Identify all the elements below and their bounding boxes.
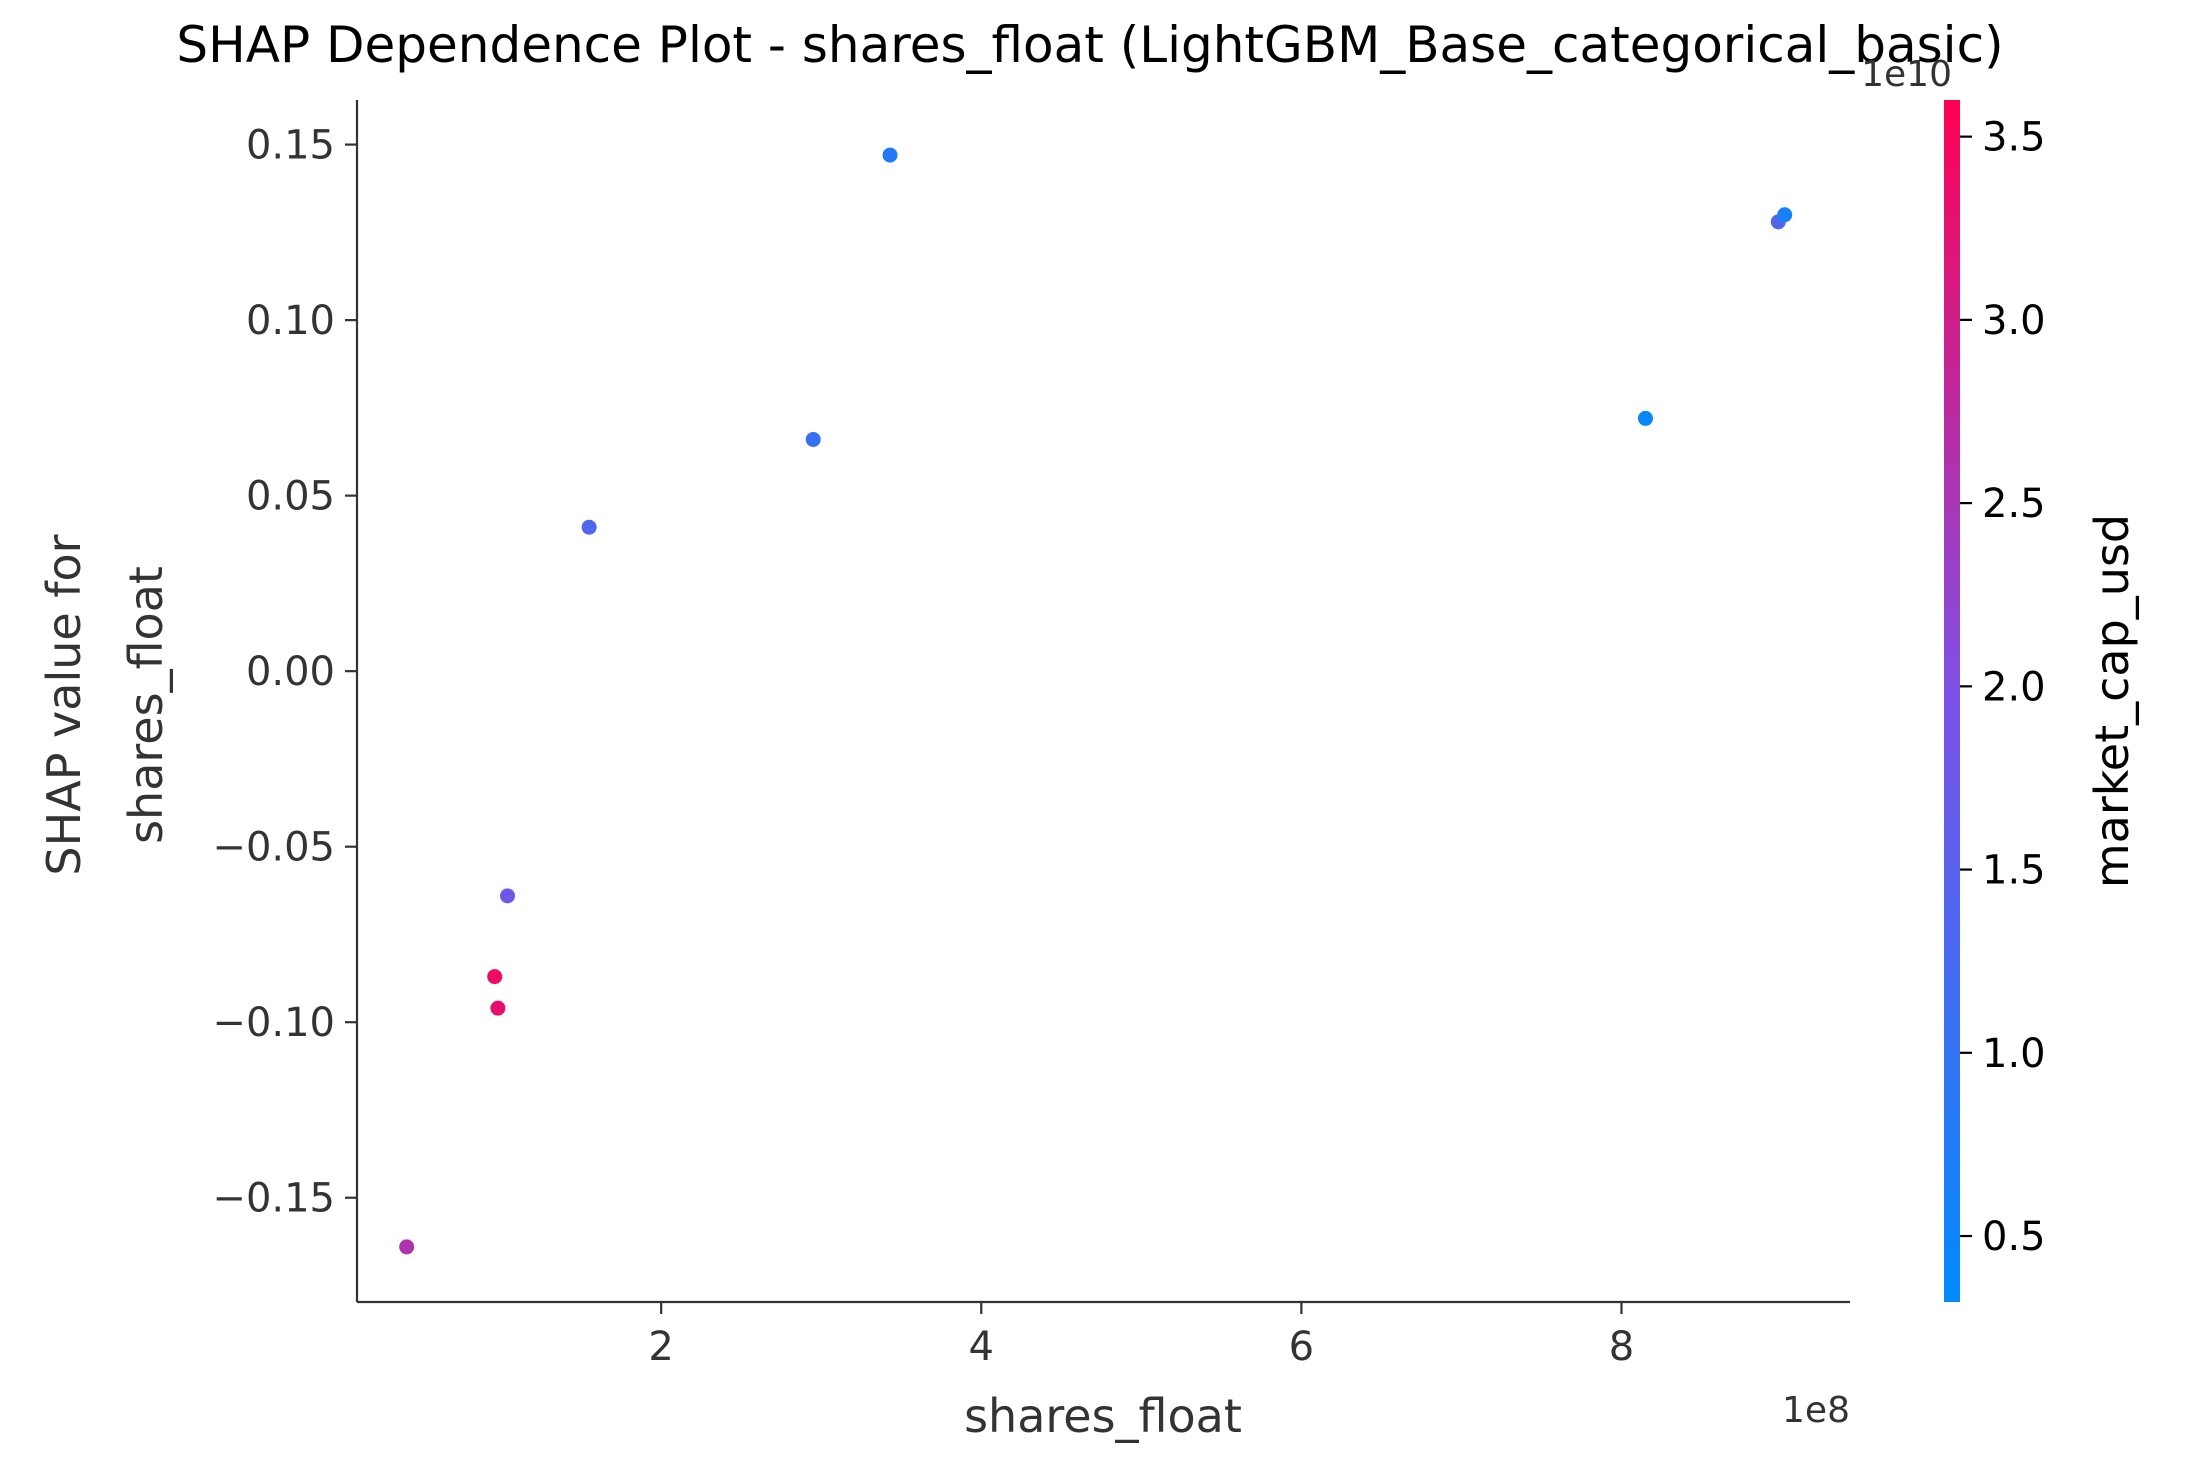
y-axis-label: SHAP value for shares_float xyxy=(37,534,173,875)
y-axis-label-line-2: shares_float xyxy=(119,566,173,844)
y-ticks: 0.15 0.10 0.05 0.00 −0.05 −0.10 −0.15 xyxy=(212,123,357,1222)
y-tick-label: 0.15 xyxy=(246,123,335,169)
y-axis-label-line-1: SHAP value for xyxy=(37,534,91,875)
colorbar-tick-label: 3.5 xyxy=(1982,115,2046,161)
x-ticks: 2 4 6 8 xyxy=(648,1302,1634,1370)
x-tick-label: 6 xyxy=(1289,1324,1314,1370)
x-tick-label: 4 xyxy=(969,1324,994,1370)
scatter-point xyxy=(805,431,821,447)
colorbar-tick-label: 0.5 xyxy=(1982,1214,2046,1260)
plot-area: 2 4 6 8 0.15 0.10 0.05 0.00 −0.05 −0.10 −0.15 xyxy=(212,100,1850,1370)
scatter-point xyxy=(581,519,597,535)
x-axis-label: shares_float xyxy=(964,1389,1242,1443)
colorbar-tick-label: 2.0 xyxy=(1982,664,2046,710)
scatter-point xyxy=(487,969,503,985)
chart-title: SHAP Dependence Plot - shares_float (Lig… xyxy=(176,16,2003,74)
colorbar-tick-label: 1.5 xyxy=(1982,848,2046,894)
y-tick-label: 0.00 xyxy=(246,649,335,695)
colorbar-ticks: 0.5 1.0 1.5 2.0 2.5 3.0 3.5 xyxy=(1960,115,2046,1260)
x-tick-label: 2 xyxy=(648,1324,673,1370)
y-tick-label: 0.10 xyxy=(246,298,335,344)
colorbar-tick-label: 1.0 xyxy=(1982,1031,2046,1077)
scatter-point xyxy=(882,147,898,163)
y-tick-label: −0.10 xyxy=(212,1000,335,1046)
colorbar-label: market_cap_usd xyxy=(2085,514,2139,888)
scatter-point xyxy=(490,1000,506,1016)
scatter-points xyxy=(399,147,1793,1255)
colorbar: 0.5 1.0 1.5 2.0 2.5 3.0 3.5 1e10 market_cap_us… xyxy=(1861,54,2139,1302)
scatter-point xyxy=(1637,410,1653,426)
x-tick-label: 8 xyxy=(1609,1324,1634,1370)
x-axis-offset-label: 1e8 xyxy=(1782,1390,1850,1431)
colorbar-tick-label: 3.0 xyxy=(1982,298,2046,344)
scatter-point xyxy=(500,888,516,904)
y-tick-label: −0.05 xyxy=(212,825,335,871)
scatter-point xyxy=(1777,207,1793,223)
colorbar-tick-label: 2.5 xyxy=(1982,481,2046,527)
colorbar-gradient xyxy=(1944,100,1960,1302)
colorbar-offset-label: 1e10 xyxy=(1861,54,1952,95)
y-tick-label: 0.05 xyxy=(246,474,335,520)
scatter-point xyxy=(399,1239,415,1255)
y-tick-label: −0.15 xyxy=(212,1176,335,1222)
